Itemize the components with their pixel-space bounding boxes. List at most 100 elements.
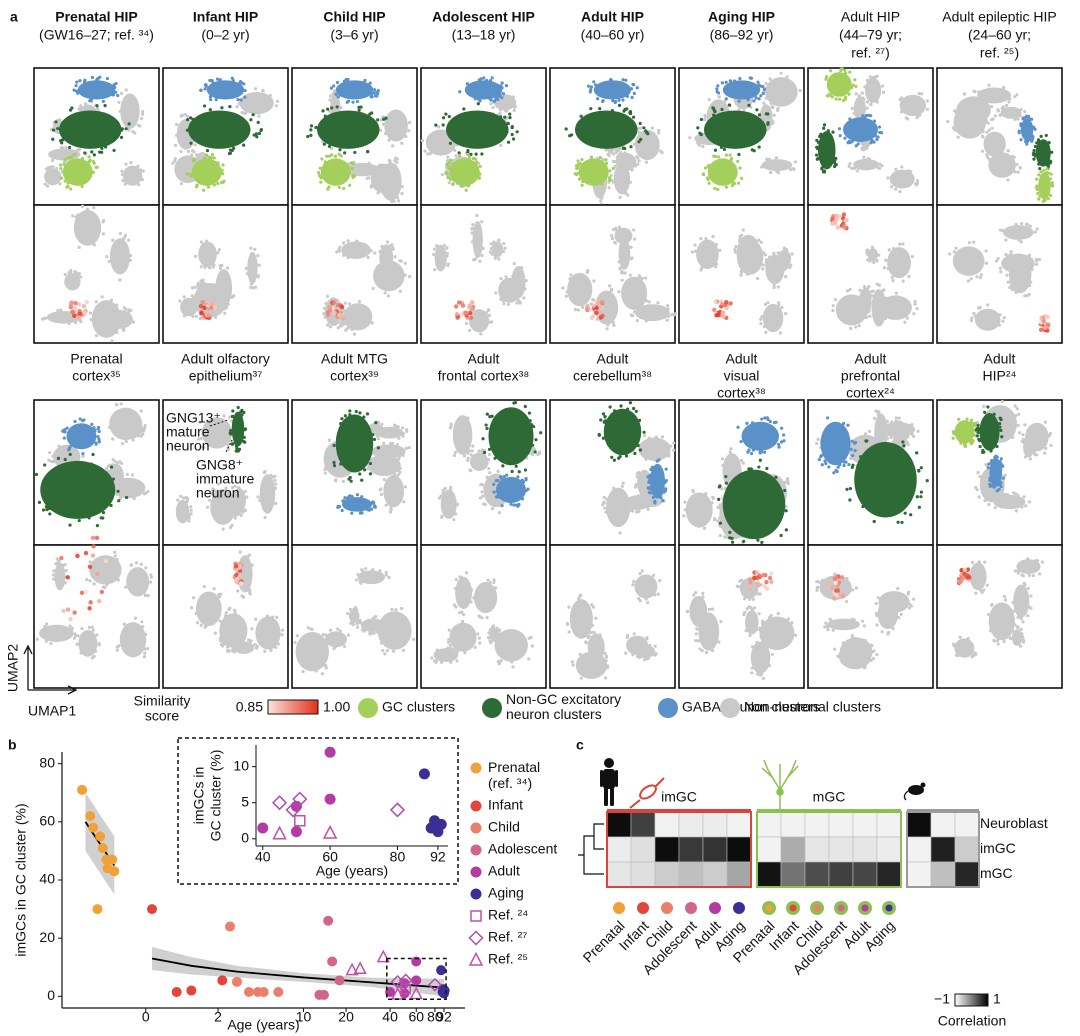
umap-point	[611, 99, 615, 103]
legend-label: Aging	[488, 885, 524, 901]
umap-point	[1038, 194, 1042, 198]
umap-point	[210, 492, 214, 496]
umap-point	[87, 160, 91, 164]
similarity-point	[61, 608, 66, 614]
umap-point	[395, 161, 399, 165]
inset-data-point	[292, 791, 308, 807]
umap-point	[86, 207, 90, 211]
similarity-point	[233, 563, 239, 569]
umap-point	[878, 130, 882, 135]
umap-point	[915, 116, 919, 120]
umap-point	[855, 169, 859, 173]
umap-point	[59, 308, 63, 312]
umap-point	[719, 619, 723, 624]
umap-point	[863, 292, 868, 297]
umap-point	[380, 425, 384, 430]
umap-point	[324, 642, 329, 646]
umap-point	[877, 311, 881, 316]
umap-point	[985, 153, 989, 157]
umap-point	[985, 130, 989, 134]
umap-point	[357, 619, 361, 623]
umap-point	[840, 67, 844, 71]
umap-point	[638, 572, 642, 576]
umap-point	[644, 597, 648, 601]
umap-point	[983, 410, 987, 414]
data-point	[327, 956, 338, 967]
umap-point	[467, 155, 472, 160]
umap-point	[716, 519, 720, 523]
umap-point	[75, 642, 79, 646]
umap-point	[72, 636, 76, 640]
umap-point	[995, 489, 999, 493]
umap-point	[193, 285, 197, 289]
umap-point	[125, 472, 130, 476]
umap-point	[216, 251, 220, 255]
umap-point	[370, 167, 374, 171]
umap-point	[110, 339, 114, 343]
umap-point	[996, 108, 1000, 112]
umap-point	[51, 137, 55, 141]
umap-point	[203, 87, 207, 91]
umap-point	[897, 615, 901, 620]
umap-cluster	[887, 247, 911, 279]
umap-point	[218, 619, 222, 623]
umap-point	[734, 245, 738, 249]
umap-point	[824, 77, 828, 81]
heatmap-cell	[756, 861, 782, 888]
inset-data-point	[418, 768, 430, 780]
umap-point	[1025, 114, 1029, 118]
umap-point	[136, 434, 141, 438]
similarity-point	[90, 553, 96, 558]
umap-point	[423, 149, 427, 153]
umap-point	[178, 299, 182, 303]
umap-point	[925, 107, 930, 111]
umap-point	[144, 566, 148, 570]
umap-point	[691, 489, 695, 494]
umap-point	[501, 249, 506, 254]
umap-point	[604, 158, 608, 162]
umap-point	[92, 426, 96, 430]
umap-point	[131, 320, 136, 324]
umap-point	[492, 578, 496, 582]
umap-point	[739, 458, 744, 462]
umap-point	[76, 213, 80, 217]
umap-point	[907, 274, 911, 279]
umap-point	[468, 328, 472, 332]
umap-cluster	[126, 567, 150, 597]
umap-point	[494, 291, 498, 295]
umap-point	[981, 135, 985, 139]
umap-point	[384, 503, 388, 507]
umap-cluster	[689, 595, 708, 627]
umap-point	[1037, 173, 1041, 177]
umap-point	[991, 484, 995, 488]
x-tick-label: 60	[408, 1009, 424, 1025]
umap-point	[72, 88, 76, 92]
umap-point	[596, 97, 600, 101]
umap-point	[121, 179, 126, 183]
umap-cluster	[247, 251, 258, 285]
umap-point	[606, 323, 610, 327]
umap-point	[724, 481, 728, 485]
umap-point	[382, 478, 386, 482]
umap-point	[642, 430, 646, 434]
umap-point	[389, 441, 393, 446]
umap-point	[1023, 109, 1027, 114]
umap-point	[767, 616, 772, 620]
heatmap-cell	[702, 861, 728, 888]
umap-point	[1013, 569, 1017, 573]
umap-point	[536, 452, 540, 456]
umap-point	[220, 168, 224, 172]
umap-point	[241, 439, 245, 443]
umap-point	[878, 610, 882, 614]
dendrogram	[578, 823, 604, 875]
umap-point	[592, 631, 596, 635]
similarity-point	[767, 575, 773, 581]
similarity-point	[752, 575, 757, 581]
umap-point	[880, 164, 884, 168]
umap-point	[466, 416, 470, 420]
umap-point	[196, 307, 200, 311]
umap-title: (40–60 yr)	[581, 27, 645, 43]
umap-point	[92, 242, 96, 247]
umap-cluster	[827, 618, 860, 631]
umap-point	[1019, 240, 1023, 244]
